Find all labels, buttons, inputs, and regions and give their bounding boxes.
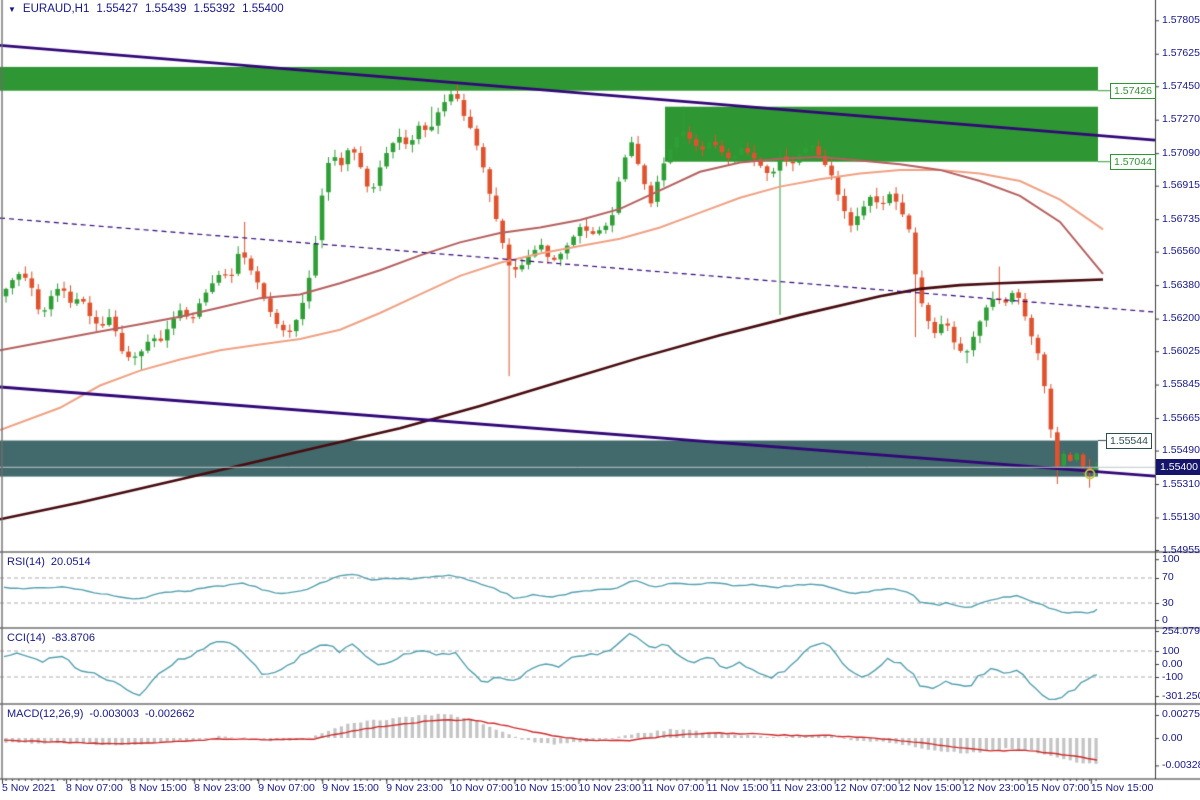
demand-zone-price-label: 1.55544 <box>1106 432 1152 449</box>
cci-indicator-label: CCI(14) -83.8706 <box>7 632 95 644</box>
supply-zone-2-price-label: 1.57044 <box>1110 153 1156 170</box>
supply-zone-1-price-label: 1.57426 <box>1110 82 1156 99</box>
rsi-name: RSI(14) <box>7 556 45 568</box>
ohlc-high: 1.55439 <box>144 3 187 15</box>
chart-title: ▼ EURAUD,H1 1.55427 1.55439 1.55392 1.55… <box>8 3 284 15</box>
cci-name: CCI(14) <box>7 632 46 644</box>
macd-indicator-label: MACD(12,26,9) -0.003003 -0.002662 <box>7 708 195 720</box>
rsi-indicator-label: RSI(14) 20.0514 <box>7 556 91 568</box>
cci-value: -83.8706 <box>51 632 95 644</box>
macd-value-signal: -0.002662 <box>144 708 195 720</box>
ohlc-close: 1.55400 <box>242 3 284 15</box>
collapse-ohlc-icon[interactable]: ▼ <box>8 4 16 14</box>
symbol-timeframe: EURAUD,H1 <box>22 3 90 15</box>
ohlc-open: 1.55427 <box>96 3 138 15</box>
macd-name: MACD(12,26,9) <box>7 708 84 720</box>
current-price-label: 1.55400 <box>1156 459 1200 476</box>
rsi-value: 20.0514 <box>50 556 91 568</box>
macd-value-main: -0.003003 <box>89 708 139 720</box>
ohlc-low: 1.55392 <box>193 3 236 15</box>
